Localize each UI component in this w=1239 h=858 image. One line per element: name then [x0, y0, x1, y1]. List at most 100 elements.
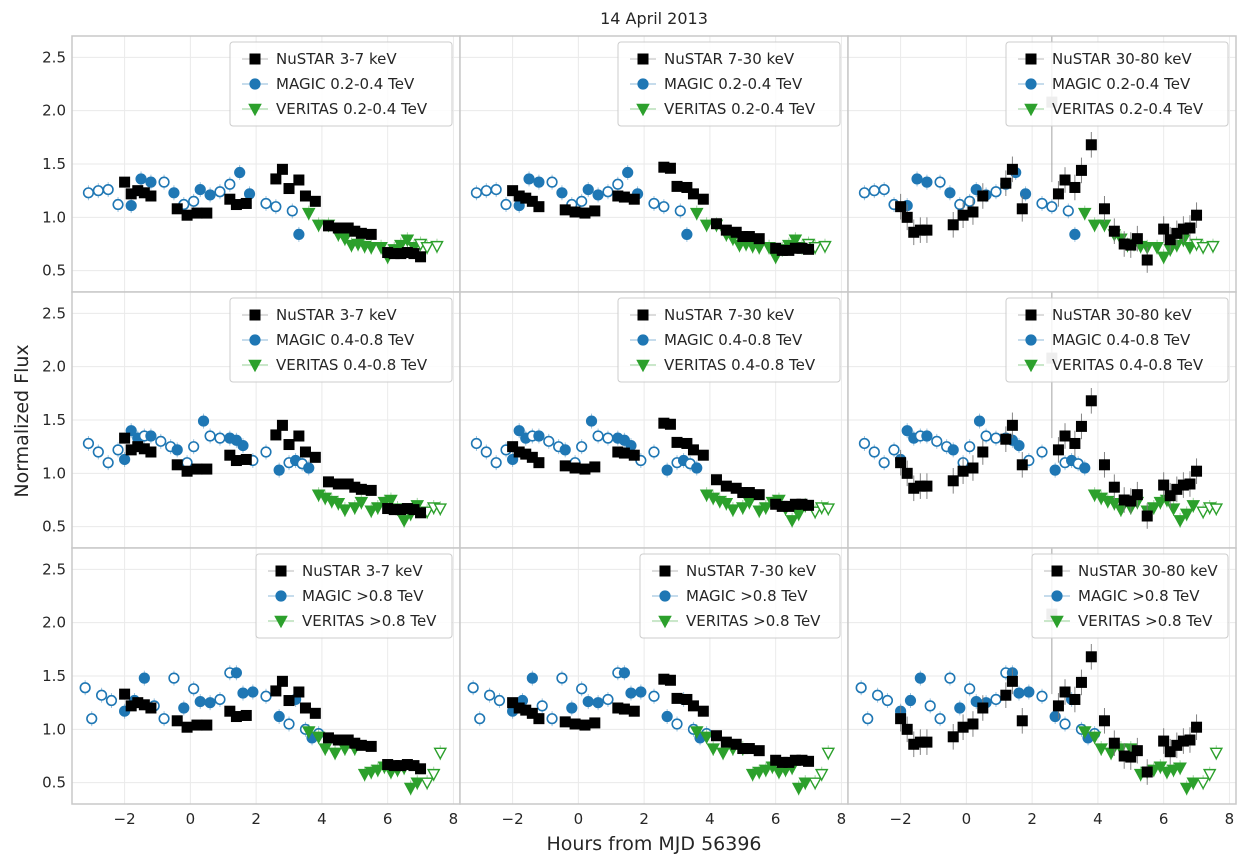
data-point	[602, 432, 614, 444]
data-point	[947, 475, 959, 487]
data-point	[934, 176, 946, 188]
data-point	[283, 695, 295, 707]
x-tick-label: 8	[1225, 810, 1235, 828]
data-point	[1184, 734, 1196, 746]
data-point	[592, 697, 604, 709]
data-point	[204, 430, 216, 442]
data-point	[322, 476, 334, 488]
legend: NuSTAR 3-7 keV MAGIC 0.2-0.4 TeV VERITAS 0…	[229, 41, 453, 127]
data-point	[214, 186, 226, 198]
data-point	[270, 201, 282, 213]
data-point	[664, 418, 676, 430]
legend-label: NuSTAR 30-80 keV	[1052, 50, 1192, 68]
data-point	[921, 430, 933, 442]
legend-marker	[1025, 53, 1037, 65]
data-point	[490, 457, 502, 469]
legend: NuSTAR 7-30 keV MAGIC >0.8 TeV VERITAS >0.…	[639, 553, 841, 639]
data-point	[706, 743, 720, 756]
legend-label: NuSTAR 7-30 keV	[664, 306, 795, 324]
data-point	[895, 201, 907, 213]
data-point	[990, 432, 1002, 444]
data-point	[410, 777, 425, 790]
data-point	[112, 198, 124, 211]
data-point	[526, 672, 538, 684]
y-tick-label: 2.0	[42, 358, 66, 376]
data-point	[671, 718, 683, 730]
data-point	[592, 430, 604, 442]
data-point	[716, 747, 730, 761]
data-point	[868, 185, 880, 197]
data-point	[934, 713, 946, 725]
data-point	[1164, 234, 1176, 246]
data-point	[821, 503, 836, 516]
data-point	[355, 227, 367, 239]
data-point	[687, 188, 699, 200]
data-point	[726, 504, 740, 517]
data-point	[1085, 139, 1097, 151]
data-point	[301, 726, 316, 739]
data-point	[944, 672, 956, 684]
x-tick-label: −2	[890, 810, 912, 828]
data-point	[1059, 686, 1071, 698]
data-point	[168, 187, 180, 199]
legend-marker	[249, 53, 261, 65]
data-point	[171, 203, 183, 215]
data-point	[1052, 444, 1064, 456]
data-point	[332, 478, 344, 490]
data-point	[559, 716, 571, 728]
data-point	[171, 715, 183, 727]
data-point	[579, 207, 591, 219]
data-point	[752, 505, 766, 518]
data-point	[618, 667, 631, 679]
data-point	[201, 463, 213, 475]
data-point	[1179, 782, 1194, 796]
data-point	[283, 718, 295, 730]
data-point	[931, 435, 943, 447]
legend-label: MAGIC 0.4-0.8 TeV	[276, 331, 415, 349]
data-point	[145, 430, 157, 442]
legend-label: VERITAS 0.4-0.8 TeV	[276, 356, 428, 374]
data-point	[559, 460, 571, 472]
data-point	[1191, 721, 1203, 733]
data-point	[348, 502, 362, 515]
data-point	[736, 502, 750, 515]
data-point	[743, 487, 755, 499]
data-point	[1164, 490, 1176, 502]
x-tick-label: 0	[574, 810, 584, 828]
data-point	[858, 437, 871, 450]
data-point	[105, 694, 118, 707]
data-point	[82, 187, 95, 199]
legend-box	[639, 553, 841, 639]
data-point	[1108, 225, 1120, 237]
data-point	[1052, 700, 1064, 712]
data-point	[1013, 687, 1025, 699]
data-point	[671, 436, 683, 448]
y-axis-title: Normalized Flux	[11, 344, 33, 497]
data-point	[759, 764, 773, 778]
legend-marker	[1024, 103, 1038, 117]
data-point	[240, 453, 252, 465]
data-point	[681, 437, 693, 449]
data-point	[470, 437, 483, 450]
legend: NuSTAR 30-80 keV MAGIC >0.8 TeV VERITAS >0…	[1031, 553, 1229, 639]
data-point	[1125, 239, 1137, 251]
data-point	[384, 494, 398, 508]
data-point	[240, 197, 252, 209]
panel-r2-c0: 0.5 1.0 1.5 2.0 2.5 −2 0 2 4 6 8 NuSTAR 3-7 keV MAGI…	[42, 547, 461, 828]
data-point	[1000, 689, 1012, 701]
data-point	[1087, 731, 1102, 745]
data-point	[112, 444, 124, 456]
legend-marker	[1025, 309, 1037, 321]
data-point	[145, 176, 157, 188]
data-point	[625, 687, 637, 699]
data-point	[921, 736, 933, 748]
data-point	[1069, 437, 1081, 449]
data-point	[720, 736, 732, 748]
data-point	[155, 435, 167, 447]
data-point	[178, 702, 190, 714]
legend-marker	[249, 309, 261, 321]
data-point	[493, 694, 506, 707]
legend-marker	[249, 334, 261, 346]
data-point	[1141, 766, 1153, 778]
legend: NuSTAR 30-80 keV MAGIC 0.4-0.8 TeV VERITAS…	[1005, 297, 1229, 383]
